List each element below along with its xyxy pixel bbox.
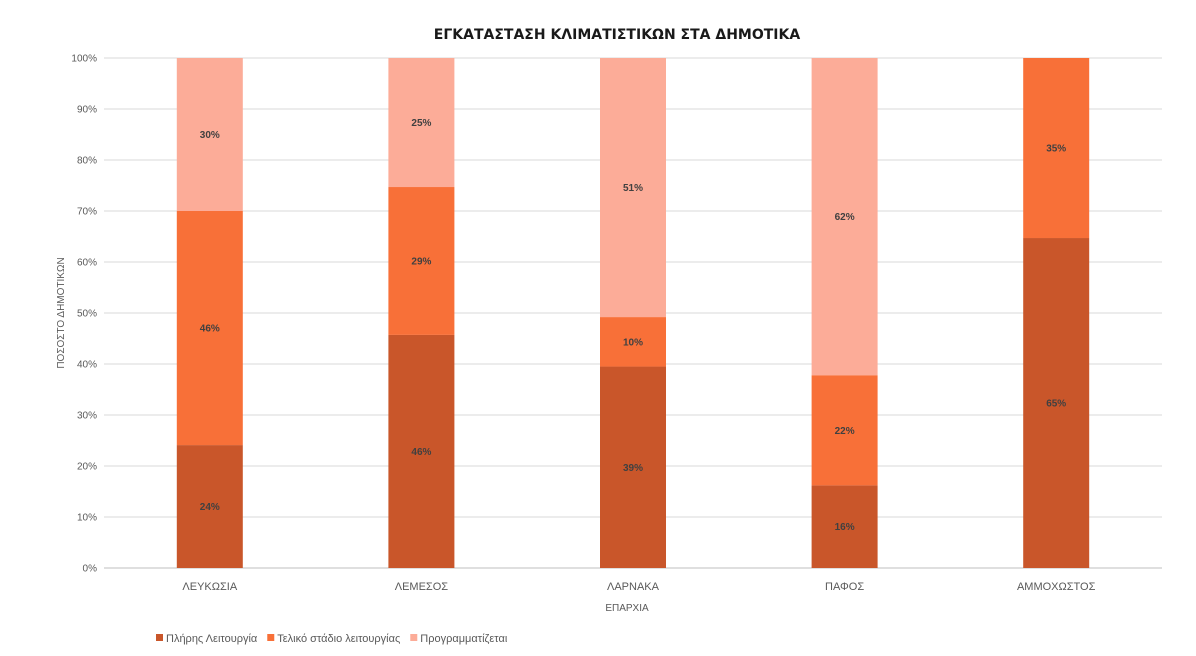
bar-segment [1023, 58, 1090, 239]
legend-swatch [410, 634, 418, 641]
legend: Πλήρης Λειτουργία Τελικό στάδιο λειτουργί… [156, 633, 508, 645]
y-tick-label: 20% [77, 462, 97, 473]
legend-swatch [156, 634, 163, 641]
x-tick-label: ΛΕΜΕΣΟΣ [395, 581, 449, 593]
bar-segment [811, 58, 878, 376]
x-tick-label: ΑΜΜΟΧΩΣΤΟΣ [1017, 581, 1096, 593]
y-axis-ticks: 0% 10% 20% 30% 40% 50% 60% 70% 80% 90% 100% [71, 54, 97, 575]
bar-segment [600, 366, 666, 568]
x-axis-label: ΕΠΑΡΧΙΑ [605, 603, 649, 614]
data-label: 35% [1046, 144, 1066, 155]
data-labels: 24% 46% 30% 46% 29% 25% 39% 10% 51% 16% 22% 62% 65% 3… [200, 118, 1067, 533]
chart-title: ΕΓΚΑΤΑΣΤΑΣΗ ΚΛΙΜΑΤΙΣΤΙΚΩΝ ΣΤΑ ΔΗΜΟΤΙΚΑ [434, 27, 801, 43]
y-tick-label: 50% [77, 309, 97, 320]
data-label: 46% [411, 447, 431, 458]
x-axis-categories: ΛΕΥΚΩΣΙΑ ΛΕΜΕΣΟΣ ΛΑΡΝΑΚΑ ΠΑΦΟΣ ΑΜΜΟΧΩΣΤΟΣ [182, 581, 1095, 593]
y-tick-label: 60% [77, 258, 97, 269]
y-tick-label: 30% [77, 411, 97, 422]
y-tick-label: 90% [77, 105, 97, 116]
bar-segment [176, 211, 243, 446]
data-label: 51% [623, 183, 643, 194]
bars [176, 58, 1090, 568]
data-label: 24% [200, 502, 220, 513]
x-tick-label: ΠΑΦΟΣ [825, 581, 864, 593]
data-label: 29% [411, 256, 431, 267]
y-tick-label: 40% [77, 360, 97, 371]
bar-segment [388, 334, 455, 568]
y-tick-label: 100% [71, 54, 97, 65]
data-label: 30% [200, 130, 220, 141]
bar-segment [1023, 238, 1090, 568]
bar-segment [600, 317, 666, 367]
legend-item-label: Προγραμματίζεται [420, 633, 508, 645]
legend-swatch [267, 634, 275, 641]
data-label: 62% [835, 212, 855, 223]
x-tick-label: ΛΑΡΝΑΚΑ [607, 581, 660, 593]
bar-segment [811, 375, 878, 486]
y-tick-label: 70% [77, 207, 97, 218]
data-label: 16% [835, 522, 855, 533]
y-axis-label: ΠΟΣΟΣΤΟ ΔΗΜΟΤΙΚΩΝ [56, 257, 67, 368]
data-label: 25% [411, 118, 431, 129]
bar-segment [388, 58, 455, 188]
y-tick-label: 0% [83, 564, 98, 575]
data-label: 22% [835, 426, 855, 437]
bar-segment [388, 187, 455, 335]
bar-segment [811, 485, 878, 568]
bar-segment [600, 58, 666, 318]
y-tick-label: 10% [77, 513, 97, 524]
data-label: 65% [1046, 399, 1066, 410]
legend-item-label: Τελικό στάδιο λειτουργίας [277, 633, 400, 645]
x-tick-label: ΛΕΥΚΩΣΙΑ [182, 581, 237, 593]
bar-segment [176, 58, 243, 211]
y-tick-label: 80% [77, 156, 97, 167]
bar-segment [176, 445, 243, 568]
data-label: 46% [200, 324, 220, 335]
legend-item-label: Πλήρης Λειτουργία [166, 633, 258, 645]
data-label: 39% [623, 463, 643, 474]
data-label: 10% [623, 337, 643, 348]
